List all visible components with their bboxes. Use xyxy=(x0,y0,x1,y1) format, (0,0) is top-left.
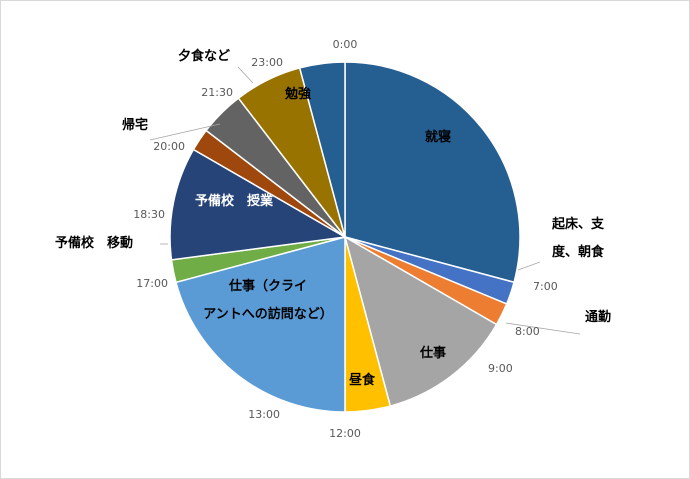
pie-slice xyxy=(344,61,521,284)
slice-label: 起床、支 xyxy=(551,216,605,232)
pie-slices xyxy=(169,61,521,413)
time-label: 20:00 xyxy=(153,140,185,153)
slice-label: アントへの訪問など） xyxy=(203,306,332,322)
slice-label: 度、朝食 xyxy=(552,244,605,260)
slice-label: 通勤 xyxy=(585,309,611,325)
time-label: 8:00 xyxy=(515,325,540,338)
slice-label: 仕事（クライ xyxy=(228,278,307,294)
slice-label: 勉強 xyxy=(284,86,311,102)
time-label: 9:00 xyxy=(488,362,513,375)
slice-label: 帰宅 xyxy=(122,117,148,133)
slice-label: 予備校 移動 xyxy=(55,235,133,251)
pie-slice xyxy=(343,235,498,407)
leader-lines xyxy=(149,66,581,335)
pie-slice xyxy=(169,148,348,261)
slice-label: 仕事 xyxy=(419,345,446,361)
slice-label: 予備校 授業 xyxy=(195,193,274,209)
pie-slice xyxy=(175,236,346,413)
slice-label: 就寝 xyxy=(425,129,451,145)
time-label: 23:00 xyxy=(251,56,283,69)
leader-line xyxy=(517,261,541,271)
pie-slice xyxy=(298,61,346,238)
time-label: 17:00 xyxy=(136,277,168,290)
time-label: 12:00 xyxy=(329,427,361,440)
time-label: 21:30 xyxy=(201,86,233,99)
time-label: 18:30 xyxy=(133,208,165,221)
time-label: 7:00 xyxy=(533,280,558,293)
leader-line xyxy=(149,123,221,141)
time-labels: 0:00 7:00 8:00 9:00 12:00 13:00 17:00 18:30 20:0… xyxy=(133,38,557,440)
slice-label: 昼食 xyxy=(349,372,376,388)
time-label: 0:00 xyxy=(333,38,358,51)
slice-label: 夕食など xyxy=(178,48,230,64)
leader-line xyxy=(237,66,254,84)
leader-line xyxy=(505,322,581,335)
time-label: 13:00 xyxy=(248,408,280,421)
